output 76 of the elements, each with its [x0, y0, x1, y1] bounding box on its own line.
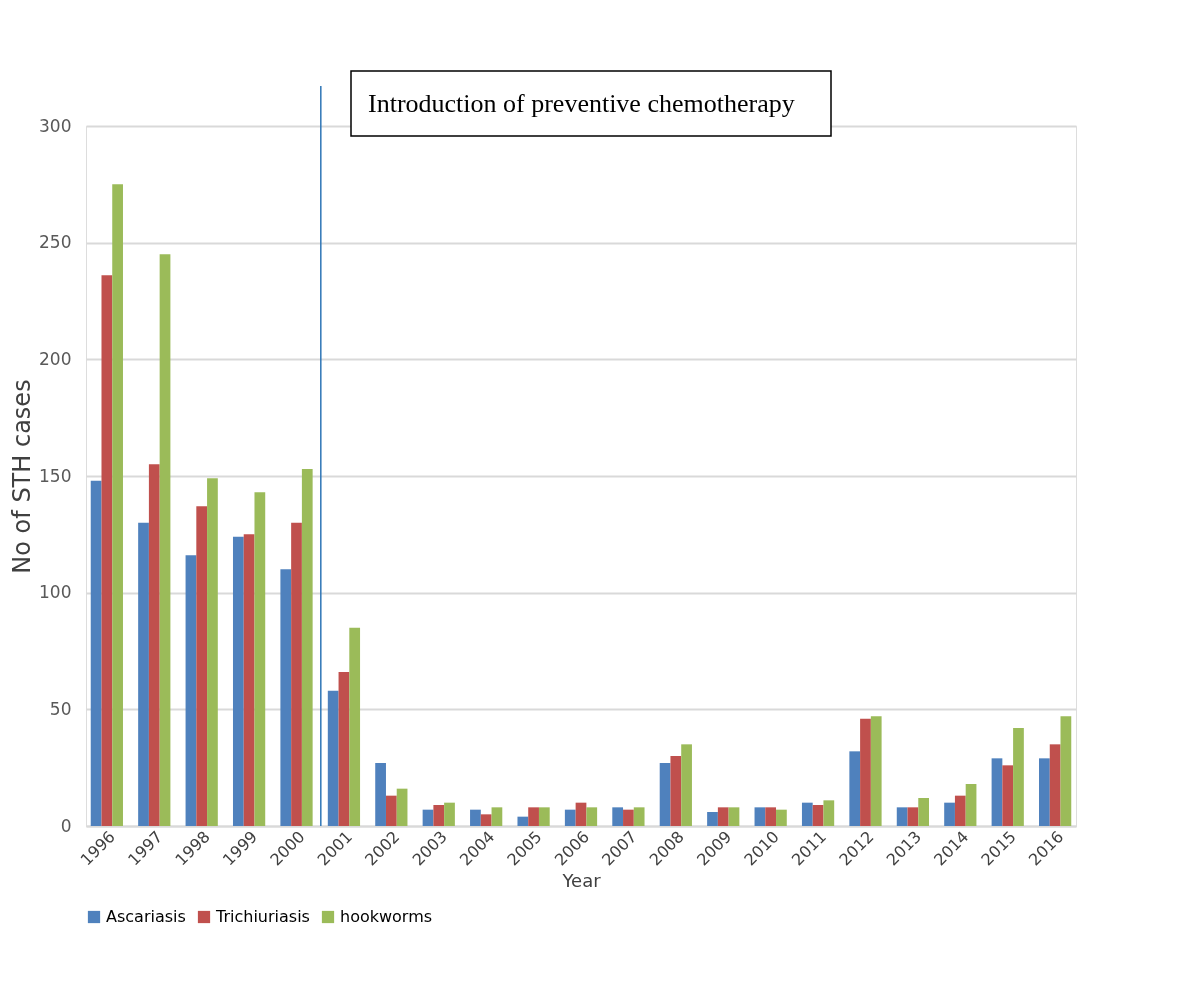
bar: [944, 802, 955, 826]
bar: [670, 756, 682, 826]
legend-label: Ascariasis: [106, 907, 186, 926]
bar: [444, 802, 455, 826]
bar: [575, 802, 587, 826]
bar: [138, 522, 149, 826]
bar: [112, 184, 123, 826]
bar: [918, 798, 930, 826]
bar: [422, 809, 434, 826]
bar: [860, 718, 871, 826]
bar: [586, 807, 598, 826]
bar: [812, 805, 824, 826]
bar: [349, 627, 361, 826]
bar: [991, 758, 1003, 826]
bar: [870, 716, 882, 826]
bar: [728, 807, 740, 826]
bar: [491, 807, 503, 826]
ref-line-label: Introduction of preventive chemotherapy: [368, 89, 795, 118]
bar: [965, 784, 977, 826]
y-tick-label: 100: [39, 582, 72, 603]
bar: [232, 536, 244, 826]
bar: [185, 555, 197, 826]
y-tick-label: 250: [39, 232, 72, 253]
bar: [954, 795, 966, 826]
bar: [243, 534, 255, 826]
bar: [159, 254, 171, 826]
bar: [1060, 716, 1072, 826]
bar: [254, 492, 266, 826]
bar: [470, 809, 481, 826]
bar: [681, 744, 692, 826]
bar: [707, 812, 718, 826]
bar: [280, 569, 292, 826]
x-axis-title: Year: [561, 869, 602, 891]
y-axis-title: No of STH cases: [8, 379, 37, 574]
bar: [776, 809, 787, 826]
y-tick-label: 150: [39, 465, 72, 486]
bar: [327, 690, 339, 826]
bar: [375, 763, 386, 826]
bar: [717, 807, 729, 826]
bar: [207, 478, 218, 826]
bar: [754, 807, 766, 826]
bar: [538, 807, 550, 826]
bar: [612, 807, 624, 826]
bar: [396, 788, 408, 826]
bar: [517, 816, 529, 826]
bar: [1013, 728, 1024, 826]
y-tick-label: 200: [39, 348, 72, 369]
bar: [849, 751, 861, 826]
bar: [148, 464, 160, 826]
y-tick-label: 0: [60, 815, 72, 836]
bar: [907, 807, 919, 826]
legend-label: hookworms: [340, 907, 433, 926]
bar: [385, 795, 397, 826]
bar: [801, 802, 813, 826]
y-tick-label: 300: [39, 115, 72, 136]
bar: [301, 469, 313, 826]
bar: [633, 807, 645, 826]
bar: [659, 763, 671, 826]
bar: [291, 522, 302, 826]
bar: [480, 814, 492, 826]
bar: [623, 809, 634, 826]
bar: [90, 480, 102, 826]
bar: [765, 807, 777, 826]
y-tick-label: 50: [49, 698, 72, 719]
bar: [338, 672, 350, 826]
bar: [823, 800, 835, 826]
bar: [196, 506, 208, 826]
bar: [101, 275, 113, 826]
bar: [1039, 758, 1050, 826]
legend-label: Trichiuriasis: [215, 907, 310, 926]
bar: [528, 807, 539, 826]
bar: [1002, 765, 1014, 826]
bar: [1049, 744, 1061, 826]
bar: [433, 805, 445, 826]
bar: [564, 809, 576, 826]
bar: [896, 807, 908, 826]
